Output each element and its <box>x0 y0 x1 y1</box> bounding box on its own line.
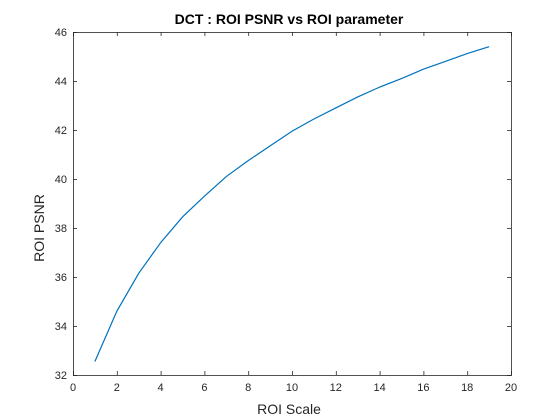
x-tick-label: 14 <box>373 382 385 394</box>
plot-area <box>73 32 511 375</box>
x-tick-label: 2 <box>114 382 120 394</box>
plot-background <box>73 32 511 375</box>
x-tick-label: 4 <box>158 382 164 394</box>
y-tick-label: 42 <box>55 125 67 137</box>
x-tick-label: 10 <box>286 382 298 394</box>
x-tick-label: 8 <box>245 382 251 394</box>
y-tick-label: 34 <box>55 321 67 333</box>
y-tick-label: 40 <box>55 174 67 186</box>
chart-title: DCT : ROI PSNR vs ROI parameter <box>175 11 404 27</box>
axes-layer <box>73 32 512 376</box>
x-tick-label: 0 <box>70 382 76 394</box>
y-tick-label: 38 <box>55 223 67 235</box>
y-tick-label: 46 <box>55 27 67 39</box>
series-layer <box>94 46 490 362</box>
x-tick-label: 16 <box>417 382 429 394</box>
x-tick-label: 18 <box>461 382 473 394</box>
y-axis-label: ROI PSNR <box>31 194 47 262</box>
y-tick-label: 44 <box>55 76 67 88</box>
x-tick-label: 12 <box>330 382 342 394</box>
x-axis-label: ROI Scale <box>257 401 321 417</box>
series-line-0 <box>94 46 490 362</box>
x-tick-label: 20 <box>505 382 517 394</box>
x-tick-label: 6 <box>201 382 207 394</box>
y-tick-label: 36 <box>55 272 67 284</box>
y-tick-label: 32 <box>55 370 67 382</box>
